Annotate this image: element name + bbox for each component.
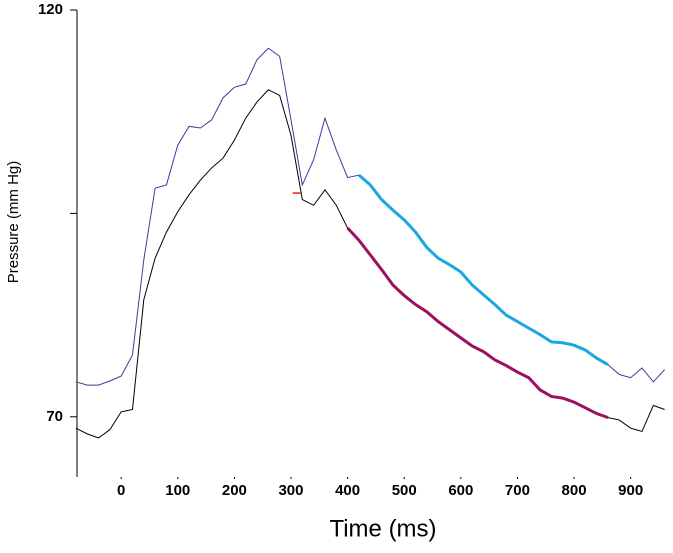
x-tick-label: 500: [392, 482, 417, 499]
x-tick-label: 600: [448, 482, 473, 499]
x-tick-label: 300: [278, 482, 303, 499]
x-tick-label: 0: [117, 482, 125, 499]
x-tick-label: 800: [562, 482, 587, 499]
x-tick-label: 400: [335, 482, 360, 499]
x-tick-label: 100: [165, 482, 190, 499]
y-axis-label: Pressure (mm Hg): [5, 161, 22, 284]
series-line: [75, 47, 666, 386]
x-axis-label: Time (ms): [329, 515, 436, 542]
highlight-line: [346, 227, 609, 420]
x-tick-label: 900: [618, 482, 643, 499]
x-tick-label: 200: [222, 482, 247, 499]
y-tick-label: 120: [38, 1, 63, 18]
series-line: [75, 89, 665, 439]
x-tick-label: 700: [505, 482, 530, 499]
y-tick-label: 70: [46, 408, 63, 425]
highlight-line: [357, 174, 609, 367]
